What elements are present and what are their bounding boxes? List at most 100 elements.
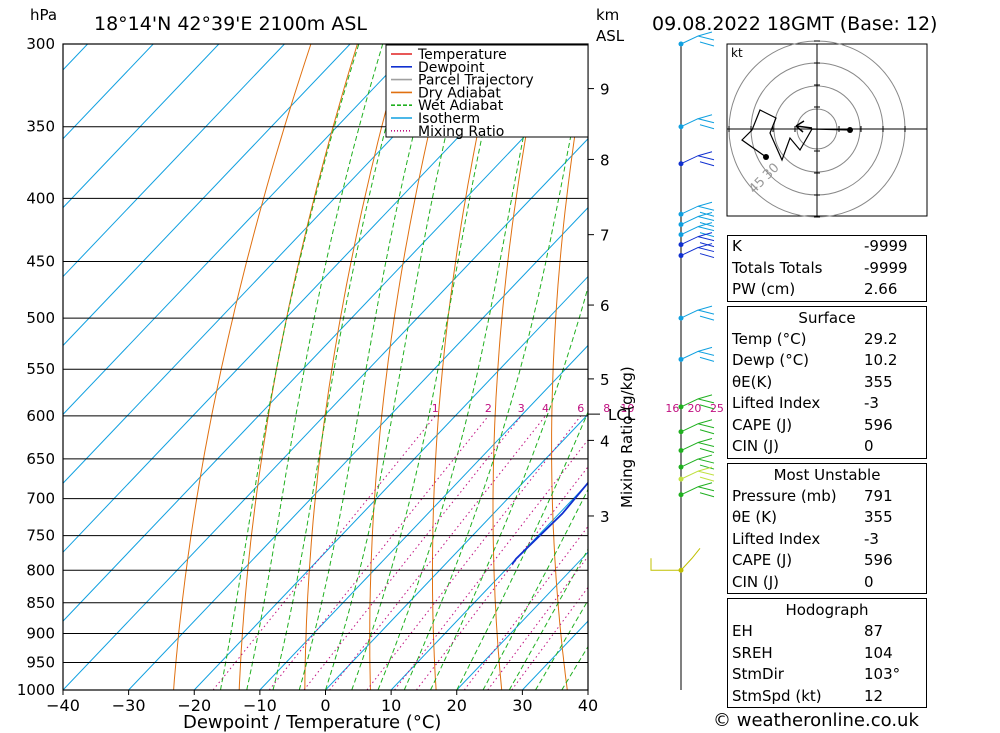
wind-barb-shaft bbox=[680, 114, 715, 130]
mu-row: Pressure (mb) 791 bbox=[732, 486, 893, 505]
mixing-ratio-label: 6 bbox=[577, 402, 584, 415]
surface-title: Surface bbox=[798, 308, 856, 327]
mu-row: θE (K) 355 bbox=[732, 508, 893, 526]
surface-row: θE(K) 355 bbox=[732, 372, 893, 391]
wind-barb-shaft bbox=[680, 222, 715, 238]
wind-barb-shaft bbox=[680, 346, 715, 362]
mixing-ratio-label: 4 bbox=[542, 402, 549, 415]
mixing-ratio-line bbox=[463, 525, 588, 690]
isotherm-line bbox=[325, 413, 588, 690]
mu-row: CIN (J) 0 bbox=[732, 572, 874, 591]
hodo-row: StmDir 103° bbox=[732, 665, 901, 683]
isotherm-line bbox=[63, 44, 220, 209]
wind-barb bbox=[650, 547, 701, 573]
pressure-tick-label: 950 bbox=[26, 653, 55, 671]
x-tick-label: 30 bbox=[512, 696, 532, 715]
wet-adiabat-line bbox=[403, 45, 588, 690]
wind-barb bbox=[678, 346, 715, 362]
dry-adiabat-line bbox=[173, 44, 312, 690]
mixing-ratio-axis-title: Mixing Ratio (g/kg) bbox=[618, 366, 636, 508]
dry-adiabat-line bbox=[369, 44, 451, 690]
wind-barb bbox=[678, 114, 715, 130]
surface-row: Lifted Index -3 bbox=[732, 394, 879, 412]
isotherm-line bbox=[193, 275, 588, 690]
mu-row: CAPE (J) 596 bbox=[732, 551, 893, 569]
isotherm-line bbox=[63, 138, 588, 690]
mixing-ratio-label: 8 bbox=[603, 402, 610, 415]
isotherm-line bbox=[63, 44, 351, 347]
wind-barb bbox=[678, 419, 715, 435]
pressure-tick-label: 550 bbox=[26, 360, 55, 378]
wind-barb-shaft bbox=[680, 151, 715, 167]
dry-adiabat-line bbox=[915, 44, 1000, 690]
wind-barb-shaft bbox=[680, 419, 715, 435]
wind-barb-shaft bbox=[680, 394, 715, 410]
wet-adiabat-line bbox=[482, 488, 588, 690]
surface-row: Dewp (°C) 10.2 bbox=[732, 351, 898, 369]
pressure-tick-label: 300 bbox=[26, 35, 55, 53]
mixing-ratio-label: 20 bbox=[687, 402, 701, 415]
legend-label: Isotherm bbox=[418, 111, 480, 127]
wind-barb-shaft bbox=[680, 454, 715, 470]
pressure-tick-label: 400 bbox=[26, 189, 55, 207]
mixing-ratio-line bbox=[394, 439, 588, 690]
dry-adiabat-line bbox=[551, 51, 588, 690]
mixing-ratio-label: 10 bbox=[620, 402, 634, 415]
km-tick-label: 5 bbox=[600, 371, 610, 389]
wind-barb bbox=[678, 454, 715, 470]
pressure-tick-label: 1000 bbox=[17, 681, 55, 699]
hodograph-unit: kt bbox=[731, 46, 743, 60]
pressure-tick-label: 650 bbox=[26, 450, 55, 468]
km-tick-label: 4 bbox=[600, 432, 610, 450]
axis-labels: 3003504004505005506006507007508008509009… bbox=[17, 35, 724, 715]
wind-barb-shaft bbox=[680, 201, 715, 217]
legend-label: Dewpoint bbox=[418, 60, 485, 76]
dry-adiabat-line bbox=[238, 44, 358, 690]
x-tick-label: −10 bbox=[243, 696, 277, 715]
wind-barb-shaft bbox=[680, 482, 715, 498]
km-tick-label: 3 bbox=[600, 508, 610, 526]
isotherm-line bbox=[390, 482, 588, 690]
wind-barb bbox=[678, 305, 715, 321]
pressure-tick-label: 600 bbox=[26, 407, 55, 425]
wind-barb bbox=[678, 201, 715, 217]
hodo-row: SREH 104 bbox=[732, 643, 893, 662]
isotherm-line bbox=[63, 44, 417, 416]
x-tick-label: 40 bbox=[578, 696, 598, 715]
km-tick-label: 9 bbox=[600, 81, 610, 99]
wind-barb-shaft bbox=[680, 305, 715, 321]
mixing-ratio-line bbox=[487, 555, 588, 690]
wind-barb bbox=[678, 31, 715, 47]
surface-row: CIN (J) 0 bbox=[732, 437, 874, 455]
km-tick-label: 7 bbox=[600, 227, 610, 245]
km-tick-label: 8 bbox=[600, 151, 610, 169]
wind-barb-shaft bbox=[680, 466, 715, 482]
index-row-k: K -9999 bbox=[732, 237, 908, 255]
isotherm-line bbox=[0, 44, 22, 690]
hodograph-start-dot bbox=[847, 127, 853, 133]
legend-label: Wet Adiabat bbox=[418, 98, 504, 114]
x-tick-label: −30 bbox=[112, 696, 146, 715]
x-tick-label: −20 bbox=[177, 696, 211, 715]
wet-adiabat-line bbox=[430, 285, 588, 690]
wind-barb bbox=[678, 232, 715, 248]
indices-top-block: K -9999 Totals Totals -9999 PW (cm) 2.66 bbox=[727, 235, 927, 302]
isotherm-line bbox=[456, 551, 588, 690]
wind-barb-shaft bbox=[680, 438, 715, 454]
isotherm-line bbox=[63, 44, 548, 553]
wet-adiabat-line bbox=[508, 548, 588, 690]
wind-barb bbox=[678, 438, 715, 454]
wind-barb bbox=[678, 394, 715, 410]
copyright-footer[interactable]: © weatheronline.co.uk bbox=[713, 710, 919, 731]
lcl-label: LCL bbox=[608, 406, 636, 424]
wet-adiabat-line bbox=[220, 44, 360, 690]
index-row-totals: Totals Totals -9999 bbox=[732, 258, 908, 277]
wind-barb-column bbox=[650, 31, 715, 690]
wind-barb-shaft bbox=[680, 31, 715, 47]
wind-barb bbox=[678, 151, 715, 167]
datetime-title: 09.08.2022 18GMT (Base: 12) bbox=[652, 13, 937, 35]
wind-barb-dot bbox=[678, 124, 684, 130]
